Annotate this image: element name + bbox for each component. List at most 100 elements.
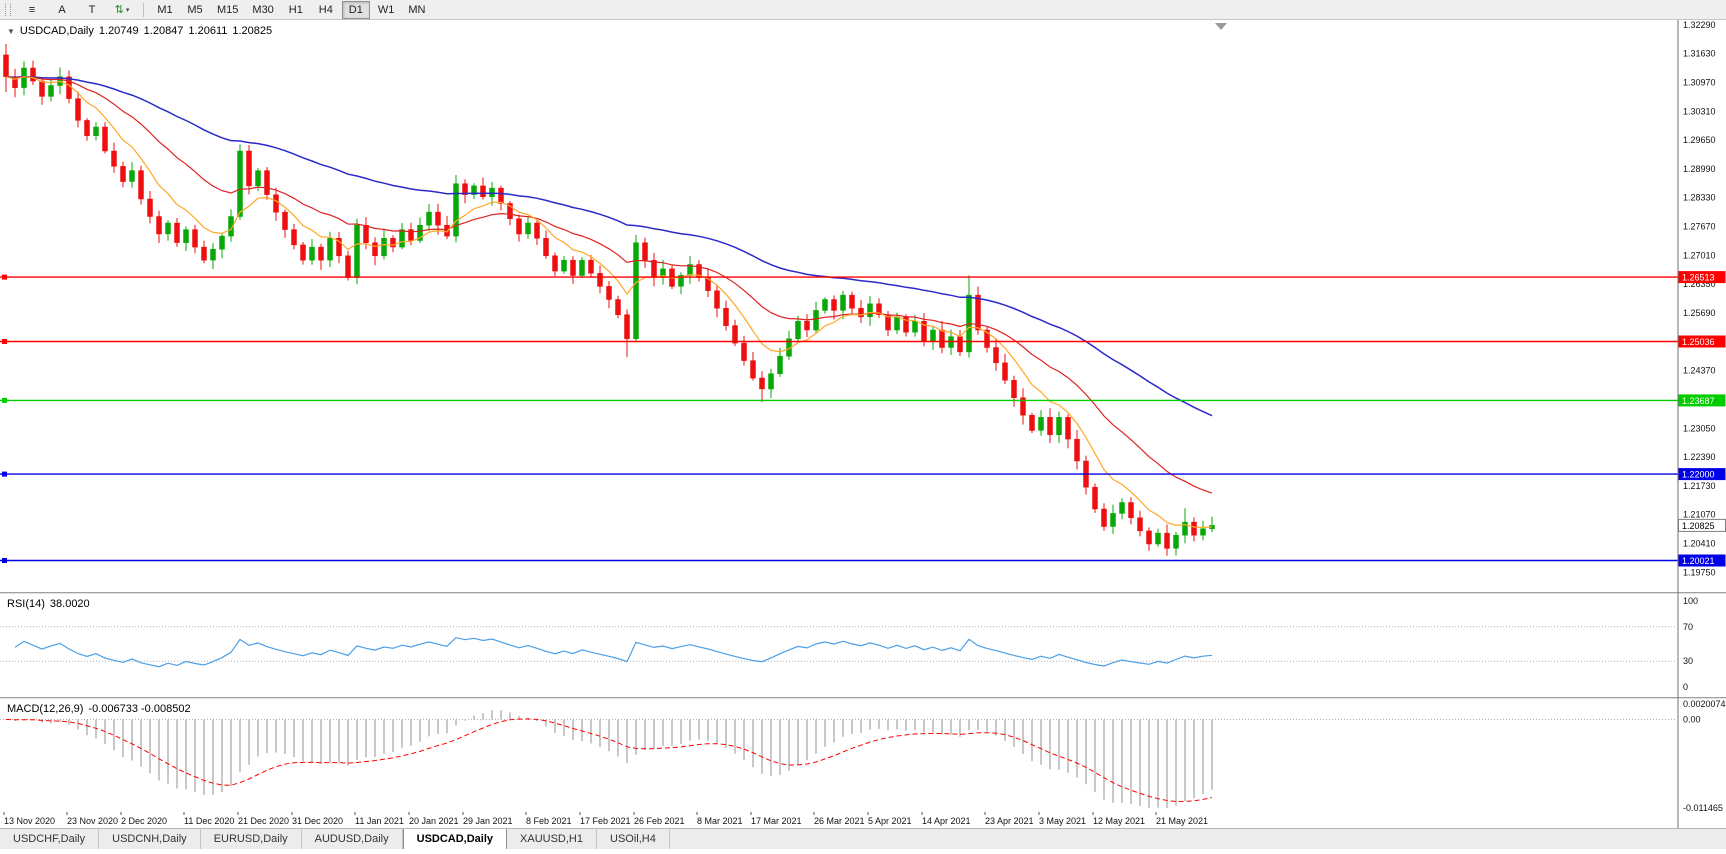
svg-text:1.31630: 1.31630	[1683, 49, 1716, 59]
horizontal-line[interactable]	[0, 471, 1678, 477]
macd-histogram	[14, 710, 1213, 808]
rsi-name: RSI(14)	[7, 598, 45, 610]
tab-usdcad-daily[interactable]: USDCAD,Daily	[402, 829, 508, 849]
svg-text:8 Feb 2021: 8 Feb 2021	[526, 816, 572, 826]
svg-text:-0.011465: -0.011465	[1683, 803, 1723, 813]
svg-text:23 Nov 2020: 23 Nov 2020	[67, 816, 118, 826]
tab-audusd-daily[interactable]: AUDUSD,Daily	[301, 829, 403, 849]
timeframe-button-m30[interactable]: M30	[252, 3, 274, 16]
tab-usdchf-daily[interactable]: USDCHF,Daily	[0, 829, 100, 849]
svg-text:3 May 2021: 3 May 2021	[1039, 816, 1086, 826]
tab-xauusd-h1-label: XAUUSD,H1	[520, 833, 583, 845]
ohlc-low: 1.20611	[188, 25, 228, 37]
svg-text:1.27670: 1.27670	[1683, 222, 1716, 232]
macd-axis[interactable]: 0.0020074 0.00 -0.011465	[1683, 699, 1726, 813]
svg-text:26 Mar 2021: 26 Mar 2021	[814, 816, 865, 826]
svg-text:0.00: 0.00	[1683, 715, 1701, 725]
toolbar-separator	[143, 2, 144, 17]
svg-text:1.28990: 1.28990	[1683, 164, 1716, 174]
toolbar: ≡ A T ⇅ ▾ M1 M5 M15 M30 H1 H4 D1 W1 MN	[0, 0, 1726, 20]
svg-text:17 Mar 2021: 17 Mar 2021	[751, 816, 802, 826]
arrows-dropdown-button[interactable]: ⇅ ▾	[108, 1, 136, 19]
svg-text:1.20021: 1.20021	[1682, 556, 1715, 566]
tab-usdcnh-daily-label: USDCNH,Daily	[112, 833, 187, 845]
price-axis[interactable]: 1.32290 1.31630 1.30970 1.30310 1.29650 1.289…	[1678, 20, 1726, 578]
svg-text:29 Jan 2021: 29 Jan 2021	[463, 816, 513, 826]
svg-text:13 Nov 2020: 13 Nov 2020	[4, 816, 55, 826]
svg-text:2 Dec 2020: 2 Dec 2020	[121, 816, 167, 826]
timeframe-button-mn[interactable]: MN	[408, 3, 426, 16]
collapse-chart-icon[interactable]: ▼	[7, 27, 15, 36]
svg-text:0: 0	[1683, 682, 1688, 692]
t-tool-button[interactable]: T	[78, 1, 106, 19]
svg-text:1.29650: 1.29650	[1683, 135, 1716, 145]
svg-text:1.30970: 1.30970	[1683, 77, 1716, 87]
tab-audusd-daily-label: AUDUSD,Daily	[314, 833, 389, 845]
horizontal-line[interactable]	[0, 274, 1678, 280]
tab-xauusd-h1[interactable]: XAUUSD,H1	[507, 829, 597, 849]
ohlc-close: 1.20825	[232, 25, 273, 37]
svg-text:100: 100	[1683, 596, 1698, 606]
svg-text:30: 30	[1683, 656, 1693, 666]
timeframe-button-h4[interactable]: H4	[318, 3, 333, 16]
rsi-axis[interactable]: 100 70 30 0	[1683, 596, 1698, 692]
svg-text:17 Feb 2021: 17 Feb 2021	[580, 816, 631, 826]
horizontal-line[interactable]	[0, 339, 1678, 344]
svg-text:1.20825: 1.20825	[1682, 521, 1715, 531]
time-axis[interactable]: 13 Nov 2020 23 Nov 2020 2 Dec 2020 11 Dec 2…	[3, 812, 1208, 826]
svg-text:23 Apr 2021: 23 Apr 2021	[985, 816, 1034, 826]
svg-text:26 Feb 2021: 26 Feb 2021	[634, 816, 685, 826]
svg-text:20 Jan 2021: 20 Jan 2021	[409, 816, 459, 826]
svg-text:1.24370: 1.24370	[1683, 366, 1716, 376]
a-tool-button[interactable]: A	[48, 1, 76, 19]
tab-usoil-h4-label: USOil,H4	[610, 833, 656, 845]
timeframe-button-d1[interactable]: D1	[341, 0, 370, 19]
chart-shift-marker-icon[interactable]	[1215, 23, 1227, 30]
svg-text:1.25036: 1.25036	[1682, 337, 1715, 347]
svg-text:1.20410: 1.20410	[1683, 539, 1716, 549]
tab-usoil-h4[interactable]: USOil,H4	[597, 829, 670, 849]
symbol-tab-bar: USDCHF,Daily USDCNH,Daily EURUSD,Daily AUDU…	[0, 828, 1726, 849]
svg-text:1.27010: 1.27010	[1683, 250, 1716, 260]
svg-text:1.30310: 1.30310	[1683, 106, 1716, 116]
svg-text:8 Mar 2021: 8 Mar 2021	[697, 816, 743, 826]
svg-text:1.22390: 1.22390	[1683, 452, 1716, 462]
charts-menu-button[interactable]: ≡	[18, 1, 46, 19]
timeframe-button-m15[interactable]: M15	[217, 3, 239, 16]
svg-text:1.22000: 1.22000	[1682, 470, 1715, 480]
ohlc-open: 1.20749	[98, 25, 139, 37]
ohlc-high: 1.20847	[143, 25, 184, 37]
svg-text:1.19750: 1.19750	[1683, 567, 1716, 577]
t-tool-button-label: T	[88, 3, 96, 16]
tab-eurusd-daily[interactable]: EURUSD,Daily	[200, 829, 302, 849]
svg-text:1.23050: 1.23050	[1683, 423, 1716, 433]
timeframe-button-m1[interactable]: M1	[157, 3, 173, 16]
chart-title: ▼ USDCAD,Daily 1.20749 1.20847 1.20611 1.2082…	[7, 25, 277, 37]
a-tool-button-label: A	[58, 3, 66, 16]
svg-text:11 Dec 2020: 11 Dec 2020	[184, 816, 234, 826]
svg-text:0.0020074: 0.0020074	[1683, 699, 1726, 709]
horizontal-line[interactable]	[0, 397, 1678, 403]
svg-text:70: 70	[1683, 622, 1693, 632]
svg-text:31 Dec 2020: 31 Dec 2020	[292, 816, 343, 826]
rsi-value: 38.0020	[49, 598, 90, 610]
tab-usdcnh-daily[interactable]: USDCNH,Daily	[99, 829, 201, 849]
rsi-indicator-label: RSI(14) 38.0020	[7, 598, 95, 610]
svg-text:21 May 2021: 21 May 2021	[1156, 816, 1208, 826]
svg-text:14 Apr 2021: 14 Apr 2021	[922, 816, 971, 826]
svg-text:1.21070: 1.21070	[1683, 510, 1716, 520]
macd-indicator-label: MACD(12,26,9) -0.006733 -0.008502	[7, 703, 196, 715]
tab-eurusd-daily-label: EURUSD,Daily	[213, 833, 288, 845]
horizontal-line[interactable]	[0, 558, 1678, 563]
sort-arrows-icon: ⇅	[114, 4, 124, 16]
svg-text:1.23687: 1.23687	[1682, 396, 1715, 406]
toolbar-grip[interactable]	[5, 3, 11, 16]
timeframe-button-h1[interactable]: H1	[288, 3, 303, 16]
timeframe-button-w1[interactable]: W1	[377, 3, 395, 16]
chart-symbol-period: USDCAD,Daily	[19, 25, 94, 37]
svg-text:1.32290: 1.32290	[1683, 20, 1716, 30]
svg-text:1.26513: 1.26513	[1682, 273, 1715, 283]
timeframe-button-m5[interactable]: M5	[187, 3, 203, 16]
tab-usdchf-daily-label: USDCHF,Daily	[13, 833, 86, 845]
